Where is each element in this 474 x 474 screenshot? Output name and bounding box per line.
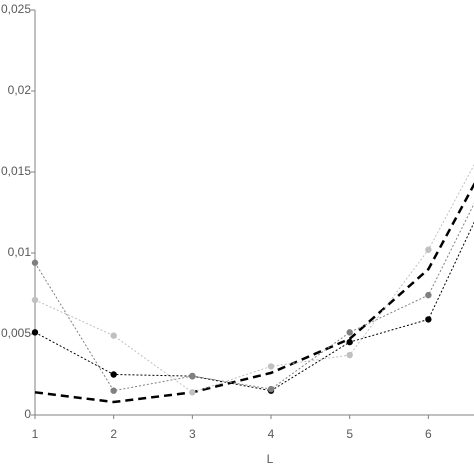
point: [425, 291, 432, 299]
x-tick-label: 5: [346, 427, 353, 441]
x-tick-label: 2: [110, 427, 117, 441]
point: [31, 259, 39, 266]
plot-area: [31, 164, 474, 404]
point: [425, 316, 432, 323]
point: [189, 372, 196, 380]
point: [31, 296, 39, 304]
x-tick-label: 4: [268, 427, 275, 441]
y-tick-label: 0,015: [1, 164, 31, 178]
x-axis-label: L: [267, 452, 274, 466]
point: [346, 351, 353, 359]
point: [110, 371, 117, 378]
series-line: [34, 164, 474, 393]
point: [110, 332, 117, 339]
x-tick-label: 6: [425, 427, 432, 441]
y-tick-label: 0,005: [1, 326, 31, 340]
y-tick-label: 0,01: [8, 245, 32, 259]
point: [346, 338, 353, 346]
point: [267, 385, 275, 393]
series-line: [34, 182, 474, 404]
x-tick-label: 3: [189, 427, 196, 441]
y-tick-label: 0,025: [1, 2, 31, 16]
point: [189, 389, 196, 396]
x-tick-label: 1: [32, 427, 39, 441]
point: [425, 246, 432, 253]
point: [346, 329, 353, 336]
y-tick-label: 0,02: [8, 83, 32, 97]
series-line: [34, 221, 474, 392]
y-tick-label: 0: [24, 407, 31, 421]
point: [110, 387, 117, 394]
point: [267, 363, 275, 370]
point: [31, 329, 39, 336]
series-line: [34, 202, 474, 392]
